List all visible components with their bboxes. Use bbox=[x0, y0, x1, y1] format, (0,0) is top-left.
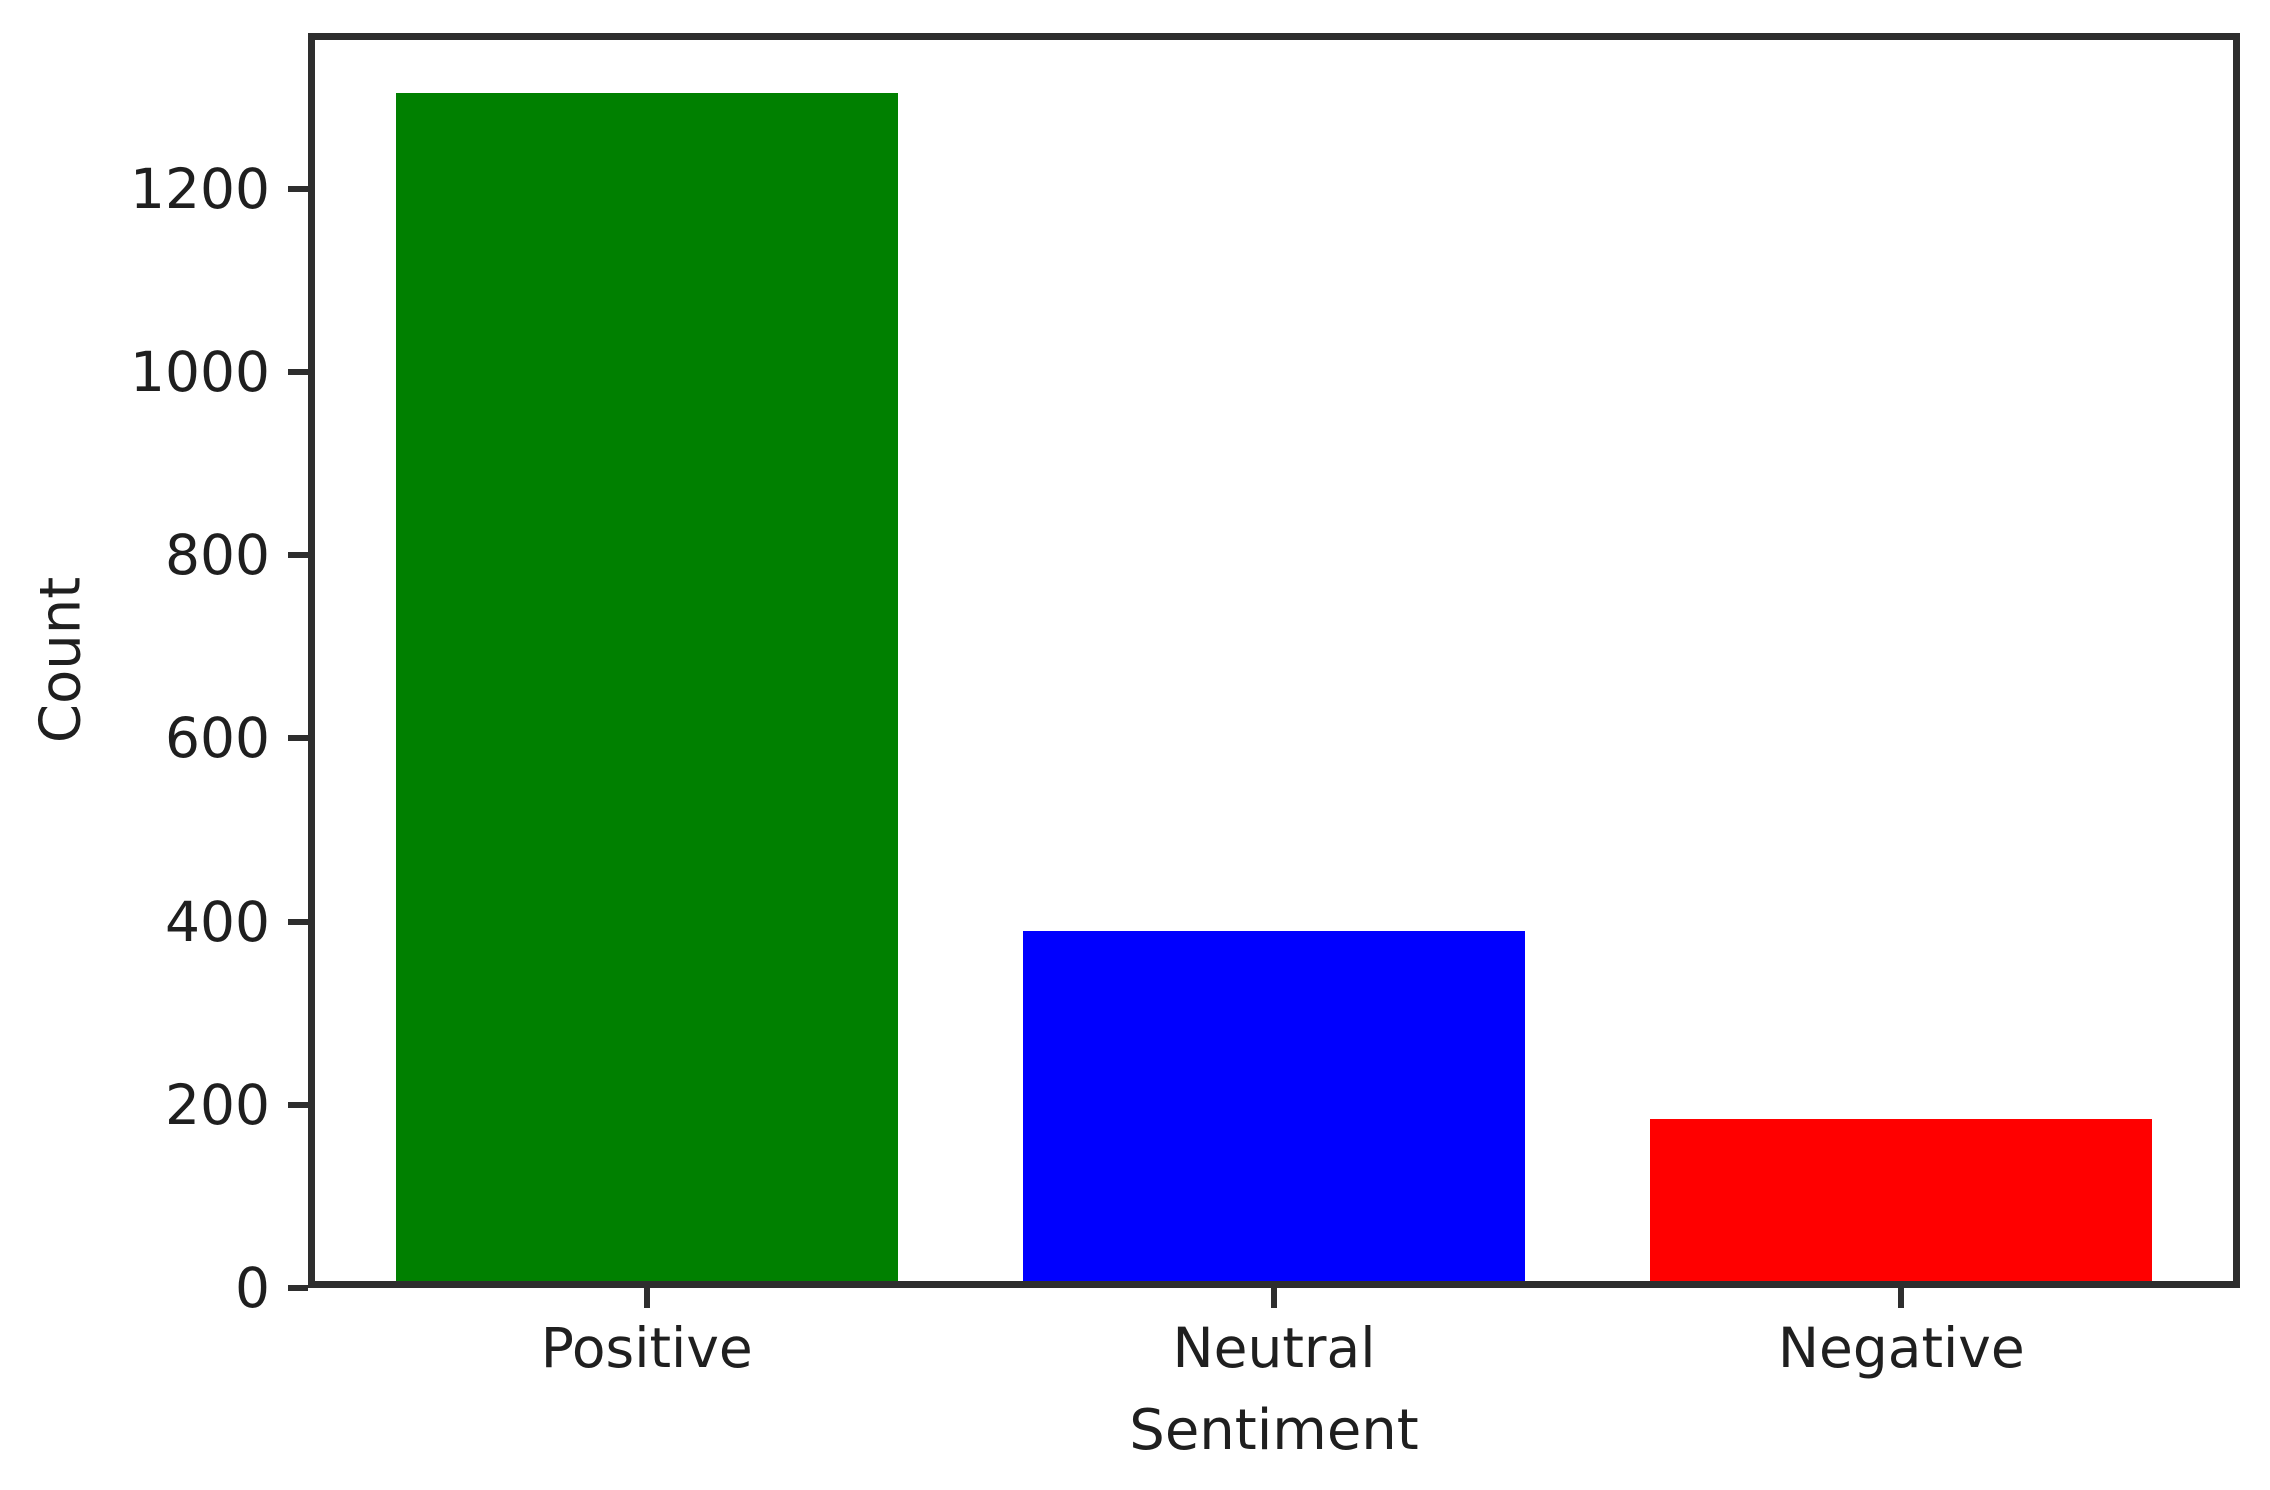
y-tick-mark-0 bbox=[288, 1285, 308, 1291]
x-tick-mark-positive bbox=[643, 1288, 650, 1308]
x-axis-title: Sentiment bbox=[1129, 1398, 1419, 1463]
x-tick-mark-negative bbox=[1898, 1288, 1905, 1308]
y-tick-mark-1000 bbox=[288, 368, 308, 375]
y-tick-mark-800 bbox=[288, 552, 308, 559]
bar-neutral bbox=[1023, 930, 1525, 1281]
x-tick-mark-neutral bbox=[1271, 1288, 1277, 1308]
y-tick-mark-200 bbox=[288, 1101, 308, 1108]
bar-positive bbox=[395, 92, 898, 1281]
y-tick-label-0: 0 bbox=[235, 1256, 270, 1320]
y-tick-mark-1200 bbox=[288, 185, 308, 192]
bar-negative bbox=[1650, 1118, 2153, 1281]
y-tick-mark-400 bbox=[288, 918, 308, 925]
x-tick-label-negative: Negative bbox=[1777, 1316, 2025, 1380]
y-tick-label-400: 400 bbox=[165, 889, 270, 954]
x-tick-label-positive: Positive bbox=[540, 1316, 753, 1380]
plot-area bbox=[308, 33, 2240, 1288]
y-tick-label-1000: 1000 bbox=[130, 339, 270, 404]
y-tick-label-600: 600 bbox=[165, 706, 270, 771]
y-tick-label-1200: 1200 bbox=[130, 156, 270, 221]
y-tick-label-200: 200 bbox=[165, 1072, 270, 1137]
y-tick-label-800: 800 bbox=[165, 523, 270, 588]
y-tick-mark-600 bbox=[288, 735, 308, 742]
x-tick-label-neutral: Neutral bbox=[1172, 1316, 1376, 1380]
